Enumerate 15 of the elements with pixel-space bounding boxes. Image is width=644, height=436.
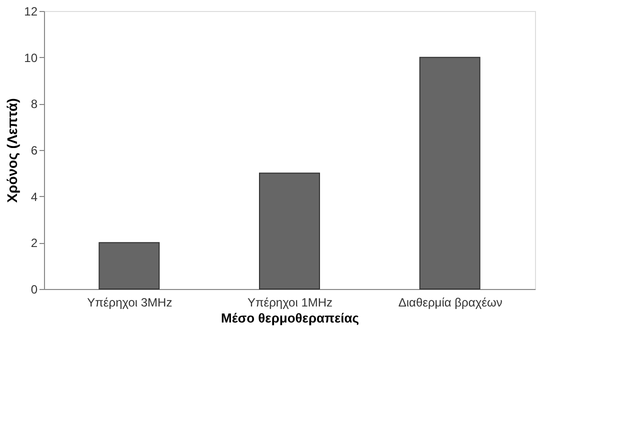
y-axis-title: Χρόνος (Λεπτά) bbox=[4, 98, 20, 203]
bar bbox=[259, 172, 320, 290]
bar bbox=[98, 242, 160, 290]
bar bbox=[419, 56, 480, 290]
y-tick-label: 6 bbox=[30, 144, 38, 158]
x-axis-title: Μέσο θερμοθεραπείας bbox=[221, 310, 360, 326]
y-tick-label: 8 bbox=[30, 97, 38, 112]
y-tick-label: 4 bbox=[30, 190, 38, 204]
x-tick-label: Υπέρηχοι 3MHz bbox=[87, 296, 172, 310]
y-tick-label: 2 bbox=[30, 236, 38, 250]
x-tick-label: Υπέρηχοι 1MHz bbox=[247, 296, 333, 310]
y-tick-label: 0 bbox=[30, 282, 38, 296]
x-tick-label: Διαθερμία βραχέων bbox=[398, 296, 502, 310]
y-tick-label: 12 bbox=[24, 4, 38, 18]
y-tick-label: 10 bbox=[24, 50, 38, 65]
